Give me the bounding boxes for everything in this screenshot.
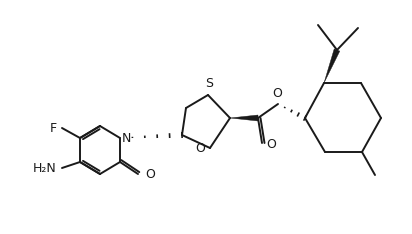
Text: O: O — [266, 139, 276, 151]
Text: O: O — [272, 87, 282, 100]
Text: O: O — [195, 142, 205, 154]
Text: S: S — [205, 77, 213, 90]
Text: H₂N: H₂N — [33, 161, 57, 175]
Text: N: N — [122, 132, 131, 145]
Polygon shape — [324, 49, 340, 83]
Text: F: F — [50, 121, 57, 135]
Text: O: O — [145, 168, 155, 180]
Polygon shape — [230, 115, 258, 121]
